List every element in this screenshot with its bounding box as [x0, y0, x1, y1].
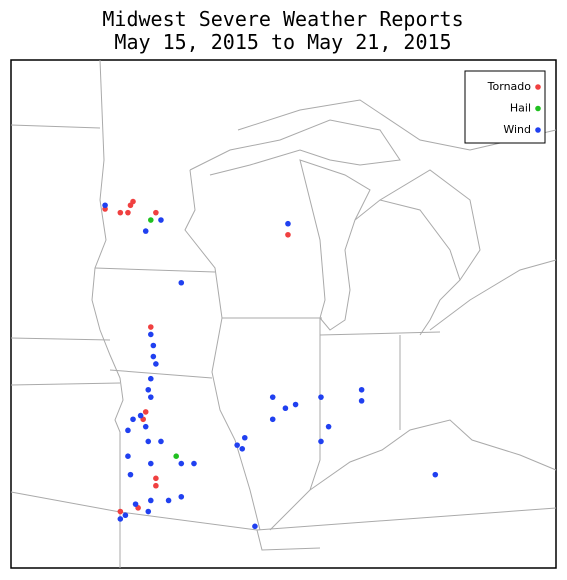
title-line-1: Midwest Severe Weather Reports	[102, 7, 463, 31]
report-dot	[122, 512, 129, 519]
report-dot	[318, 394, 324, 400]
report-dot	[285, 231, 291, 238]
report-dot	[269, 416, 276, 423]
title-line-2: May 15, 2015 to May 21, 2015	[114, 30, 451, 54]
report-dot	[158, 438, 164, 445]
report-dot	[234, 442, 240, 448]
report-dot	[153, 361, 159, 367]
report-dot	[432, 471, 439, 478]
report-dot	[127, 471, 134, 478]
report-dot	[117, 508, 124, 515]
report-dot	[292, 401, 299, 408]
report-dot	[285, 220, 291, 227]
legend-label: Wind	[503, 123, 531, 136]
report-dot	[153, 482, 159, 489]
report-dot	[358, 398, 365, 404]
report-dot	[148, 460, 154, 467]
report-dot	[269, 394, 276, 400]
report-dot	[145, 508, 152, 515]
report-dot	[145, 386, 152, 393]
report-dot	[125, 209, 131, 216]
report-dot	[150, 353, 157, 360]
report-dot	[142, 409, 149, 415]
report-dot	[178, 460, 185, 467]
report-dot	[178, 279, 185, 286]
legend-box	[464, 70, 546, 144]
report-dot	[239, 446, 246, 452]
report-dot	[142, 228, 149, 234]
report-dot	[148, 497, 154, 504]
report-dot	[358, 386, 365, 393]
report-dot	[158, 217, 164, 223]
report-dot	[252, 523, 258, 530]
legend-marker	[535, 84, 541, 90]
report-dot	[130, 416, 136, 423]
report-dot	[148, 331, 154, 338]
report-dot	[153, 475, 159, 482]
legend-marker	[535, 127, 541, 133]
report-dot	[125, 427, 131, 434]
report-dot	[241, 434, 248, 441]
report-dot	[148, 217, 154, 223]
legend-label: Hail	[510, 102, 531, 115]
borders	[10, 59, 557, 568]
report-dot	[137, 412, 144, 419]
report-dot	[145, 438, 152, 445]
report-dot	[125, 453, 131, 459]
report-dot	[142, 423, 149, 430]
report-dot	[153, 209, 159, 216]
legend-marker	[535, 105, 541, 112]
report-dot	[173, 453, 179, 459]
report-dot	[130, 198, 136, 205]
report-dot	[148, 375, 154, 382]
report-dot	[178, 493, 185, 500]
report-dot	[102, 202, 108, 209]
report-dot	[150, 342, 157, 349]
report-dot	[117, 209, 124, 216]
report-dot	[282, 405, 289, 412]
report-dot	[325, 423, 332, 430]
report-dot	[132, 501, 139, 507]
report-dot	[148, 324, 154, 330]
report-dot	[165, 497, 172, 504]
report-dot	[117, 516, 124, 522]
report-dot	[191, 460, 197, 467]
map-frame	[10, 59, 557, 569]
report-dot	[148, 394, 154, 400]
report-dot	[318, 438, 324, 445]
legend-label: Tornado	[487, 80, 532, 93]
